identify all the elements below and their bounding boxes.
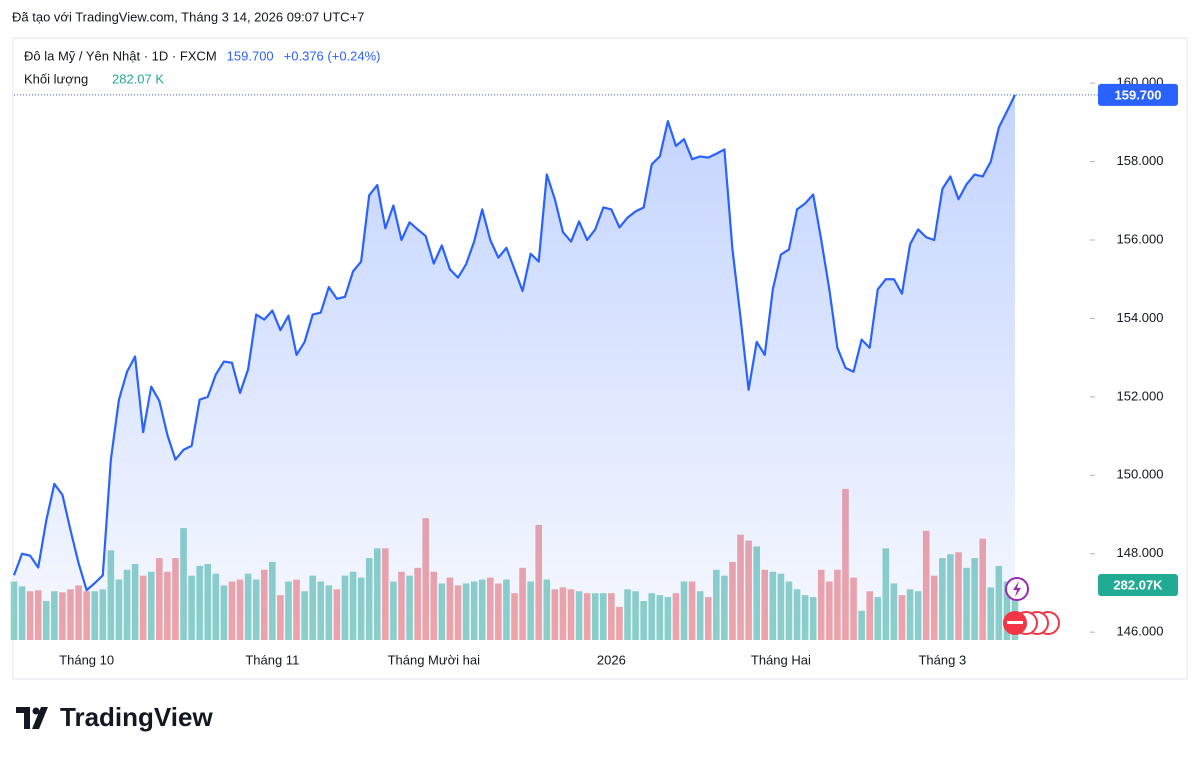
y-tick-label: 154.000 (1117, 310, 1164, 325)
chart-frame (12, 37, 1188, 680)
y-tick-label: 146.000 (1117, 624, 1164, 639)
price-line (12, 94, 1016, 592)
attribution: Đã tạo với TradingView.com, Tháng 3 14, … (12, 9, 364, 24)
volume-value: 282.07 K (112, 71, 164, 86)
volume-tag-label: 282.07K (1113, 577, 1163, 592)
volume-tag (1098, 573, 1178, 596)
price-tag (1098, 83, 1178, 106)
plot: 146.000 148.000 150.000 152.000 154.000 156.0… (10, 75, 1164, 667)
event-icons (1003, 577, 1060, 635)
y-tick-label: 148.000 (1117, 545, 1164, 560)
price-change: +0.376 (+0.24%) (284, 48, 381, 63)
x-tick-label: 2026 (597, 652, 626, 667)
volume-legend: Khối lượng (24, 71, 88, 86)
price-tag-label: 159.700 (1115, 87, 1162, 102)
x-tick-label: Tháng Mười hai (388, 652, 480, 667)
area (14, 94, 1015, 640)
y-tick-label: 156.000 (1117, 231, 1164, 246)
logo-text: TradingView (60, 702, 213, 732)
x-tick-label: Tháng 11 (245, 652, 299, 667)
x-tick-label: Tháng 3 (918, 652, 966, 667)
last-price: 159.700 (227, 48, 274, 63)
symbol: Đô la Mỹ / Yên Nhật · 1D · FXCM (24, 48, 217, 63)
x-tick-label: Tháng 10 (59, 652, 114, 667)
y-tick-label: 152.000 (1117, 388, 1164, 403)
x-tick-label: Tháng Hai (751, 652, 811, 667)
y-tick-label: 150.000 (1117, 467, 1164, 482)
logo (16, 707, 48, 729)
y-tick-label: 158.000 (1117, 153, 1164, 168)
